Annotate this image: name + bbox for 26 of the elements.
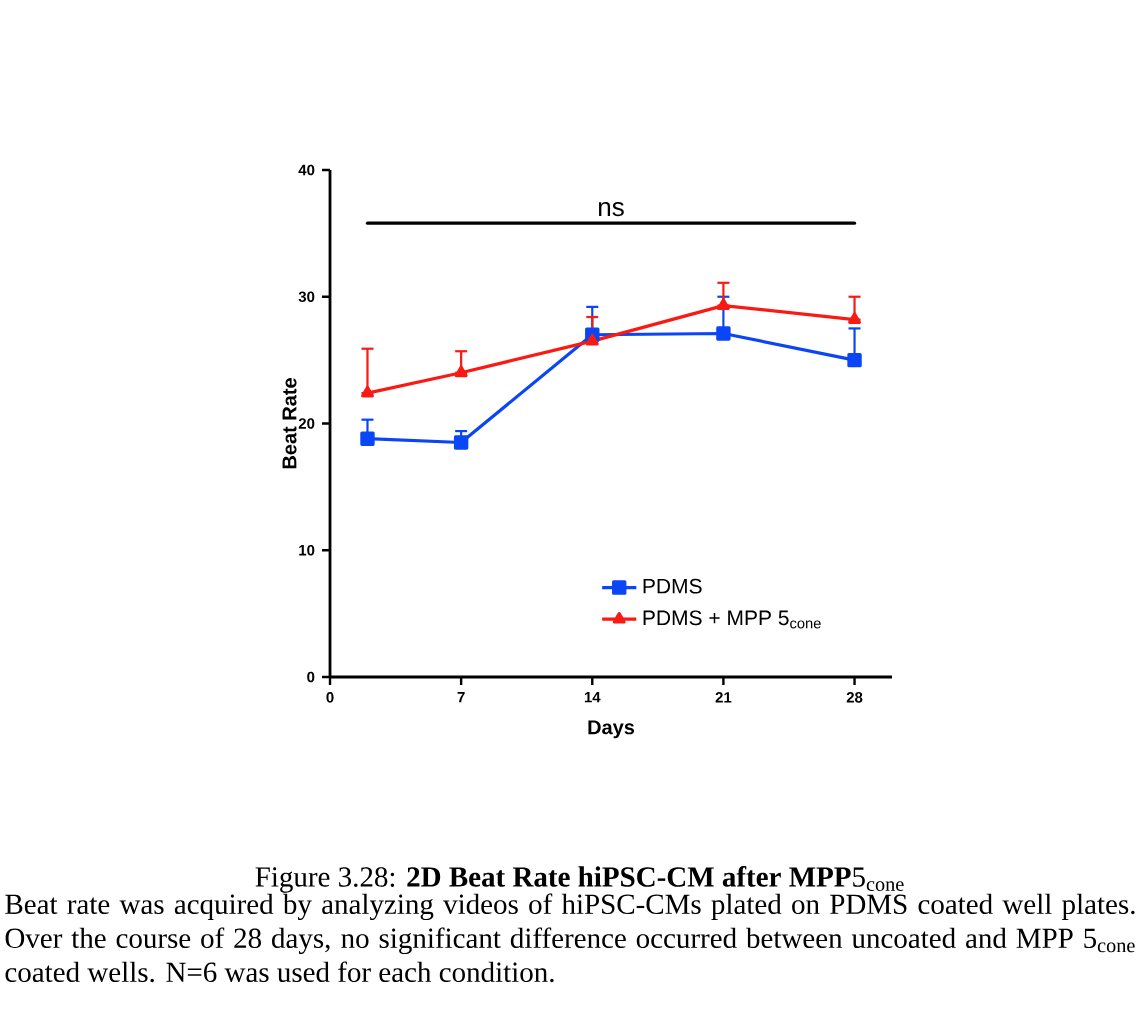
y-tick-label: 0: [307, 671, 315, 683]
x-tick-label: 14: [584, 692, 601, 703]
point: [848, 312, 861, 324]
y-tick-label: 40: [298, 164, 315, 176]
caption: Figure 3.28: 2D Beat Rate hiPSC-CM after MPP5$_{cone}$: [255, 866, 904, 893]
point: [454, 365, 468, 378]
point: [585, 333, 599, 346]
point: [716, 298, 730, 311]
point: [716, 326, 731, 341]
point: [361, 385, 374, 398]
y-tick-label: 30: [298, 291, 315, 303]
y-tick-label: 20: [298, 418, 315, 429]
legend-label: PDMS: [643, 578, 702, 594]
point: [453, 435, 469, 450]
ref-line-label: ns: [599, 201, 624, 217]
y-tick-label: 10: [299, 544, 315, 556]
text: Beat rate was acquired by analyzing videos of hiPSC-CMs plated on PDMS coated well plates. Over the course of 28 days, no significant difference occurred between uncoated and MPP 5$_{cone}$ coated wells. N=6 was used for each condition.: [5, 893, 1135, 983]
x-tick-label: 28: [846, 692, 863, 703]
legend-label: PDMS + MPP 5$_{cone}$: [643, 610, 821, 629]
x-axis-title: Days: [588, 720, 635, 739]
point: [360, 431, 375, 446]
x-tick-label: 7: [457, 692, 465, 703]
y-axis-title: Beat Rate: [282, 378, 297, 469]
x-tick-label: 21: [715, 692, 732, 703]
x-tick-label: 0: [326, 692, 334, 703]
point: [847, 352, 862, 368]
